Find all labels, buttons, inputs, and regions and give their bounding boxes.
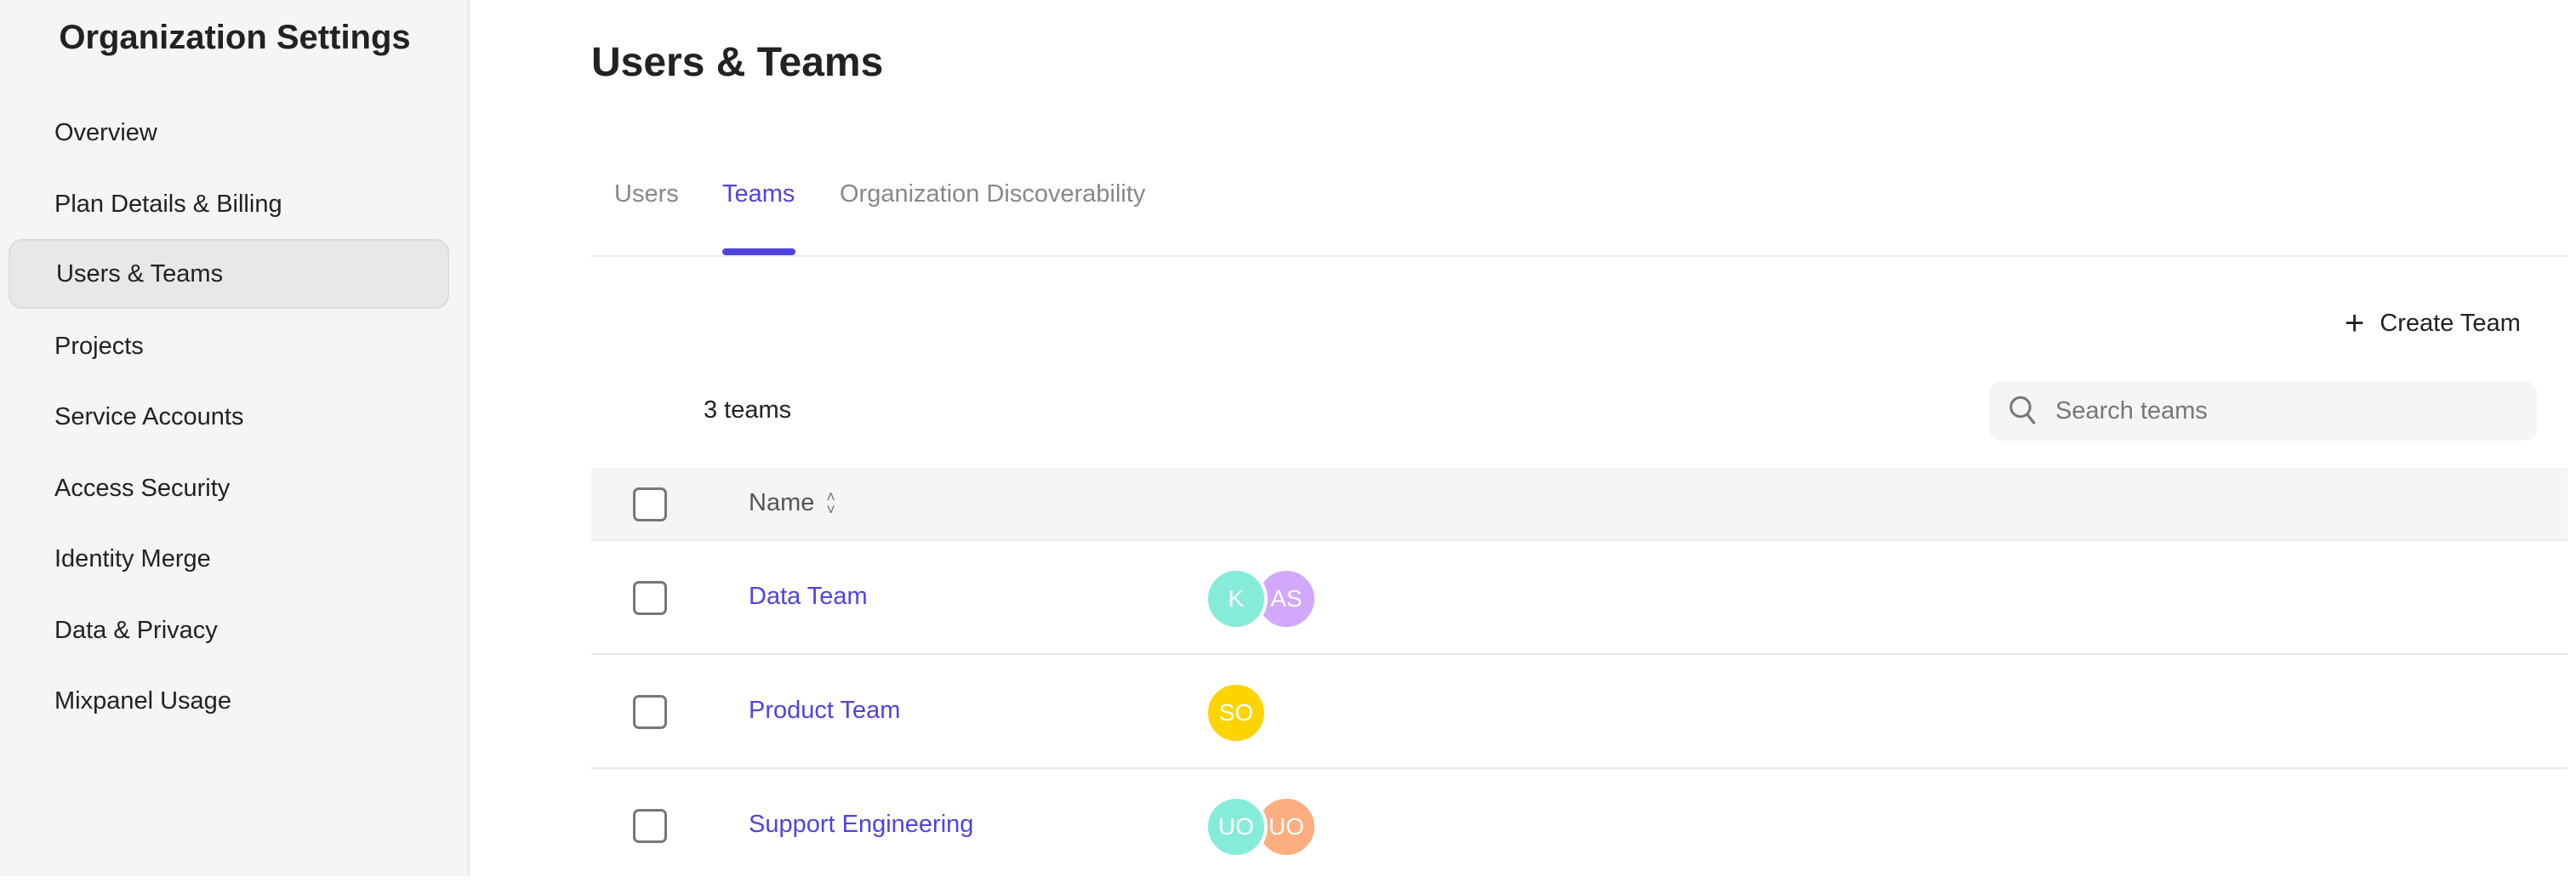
avatar: UO — [1255, 795, 1318, 858]
name-column-header[interactable]: Name ˄ ˅ — [749, 489, 835, 517]
table-header: Name ˄ ˅ — [591, 468, 2567, 541]
search-input[interactable] — [2055, 396, 2515, 425]
sidebar-item-data-privacy[interactable]: Data & Privacy — [54, 616, 218, 644]
create-team-button[interactable]: + Create Team — [2345, 306, 2521, 340]
table-row: Product Team SO — [591, 655, 2567, 769]
sidebar-item-mixpanel-usage[interactable]: Mixpanel Usage — [54, 686, 231, 715]
row-checkbox[interactable] — [633, 581, 667, 615]
avatar: UO — [1205, 795, 1268, 858]
team-name-link[interactable]: Support Engineering — [749, 811, 974, 838]
team-name-link[interactable]: Product Team — [749, 697, 901, 724]
sidebar-item-access-security[interactable]: Access Security — [54, 474, 231, 502]
row-checkbox[interactable] — [633, 809, 667, 843]
sidebar-item-service-accounts[interactable]: Service Accounts — [54, 402, 244, 430]
team-name-link[interactable]: Data Team — [749, 583, 868, 610]
sidebar-title: Organization Settings — [59, 19, 411, 56]
avatar: SO — [1205, 681, 1268, 744]
search-box[interactable] — [1989, 381, 2537, 441]
tab-teams[interactable]: Teams — [722, 180, 795, 208]
avatar: AS — [1255, 567, 1318, 630]
sidebar-item-projects[interactable]: Projects — [54, 332, 144, 360]
sidebar-item-identity-merge[interactable]: Identity Merge — [54, 544, 211, 573]
team-count: 3 teams — [704, 396, 792, 424]
table-row: Data Team AS K — [591, 541, 2567, 655]
select-all-checkbox[interactable] — [633, 487, 667, 521]
sidebar-item-plan-billing[interactable]: Plan Details & Billing — [54, 190, 282, 218]
tab-organization-discoverability[interactable]: Organization Discoverability — [840, 180, 1146, 208]
sidebar: Organization Settings Overview Plan Deta… — [0, 0, 470, 876]
avatar: K — [1205, 567, 1268, 630]
sidebar-item-overview[interactable]: Overview — [54, 118, 157, 146]
tab-users[interactable]: Users — [614, 180, 679, 208]
active-tab-indicator — [722, 248, 795, 255]
create-team-label: Create Team — [2379, 309, 2521, 337]
sidebar-item-users-teams[interactable]: Users & Teams — [9, 239, 449, 309]
table-row: Support Engineering UO UO — [591, 769, 2567, 883]
name-header-label: Name — [749, 489, 815, 516]
tab-bar: Users Teams Organization Discoverability — [591, 170, 2567, 257]
plus-icon: + — [2345, 305, 2365, 342]
search-icon — [2009, 396, 2036, 425]
page-title: Users & Teams — [591, 40, 884, 85]
row-checkbox[interactable] — [633, 695, 667, 729]
sort-icon: ˄ ˅ — [826, 488, 835, 518]
